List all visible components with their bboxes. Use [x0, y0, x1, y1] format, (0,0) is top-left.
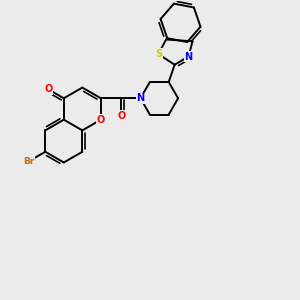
Text: O: O: [44, 84, 52, 94]
Text: N: N: [184, 52, 193, 61]
Text: S: S: [155, 49, 162, 59]
Text: N: N: [136, 93, 145, 103]
Text: O: O: [97, 115, 105, 125]
Text: Br: Br: [23, 157, 34, 166]
Text: O: O: [117, 110, 125, 121]
